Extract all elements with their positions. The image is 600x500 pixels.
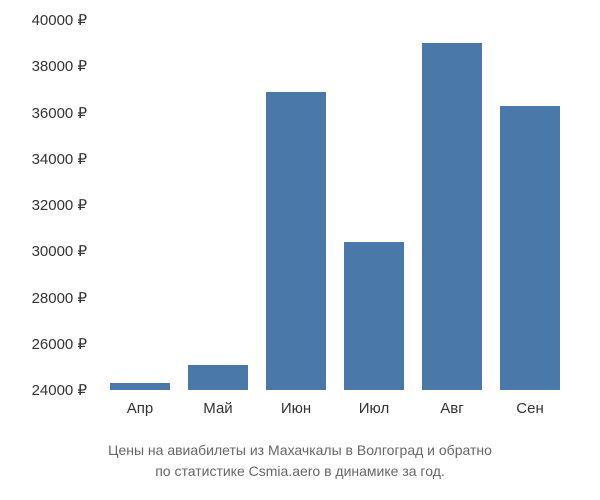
plot-area: [100, 20, 570, 390]
y-axis: 24000 ₽26000 ₽28000 ₽30000 ₽32000 ₽34000…: [0, 20, 95, 390]
y-tick-label: 26000 ₽: [32, 335, 87, 353]
y-tick-label: 32000 ₽: [32, 196, 87, 214]
bar: [266, 92, 326, 390]
x-axis: Апр Май Июн Июл Авг Сен: [100, 400, 570, 425]
caption-line2: по статистике Csmia.aero в динамике за г…: [155, 463, 445, 479]
chart-container: 24000 ₽ 26000 ₽ 28000 ₽ 30000 ₽ 32000 ₽ 34000…: [0, 0, 600, 500]
caption-line1: Цены на авиабилеты из Махачкалы в Волгог…: [108, 442, 492, 458]
bar: [344, 242, 404, 390]
x-tick-label: Апр: [127, 400, 153, 417]
y-tick-label: 24000 ₽: [32, 381, 87, 399]
x-tick-label: Сен: [516, 400, 543, 417]
y-tick-label: 34000 ₽: [32, 150, 87, 168]
y-tick-label: 30000 ₽: [32, 242, 87, 260]
bar: [110, 383, 170, 390]
y-tick-label: 36000 ₽: [32, 104, 87, 122]
x-tick-label: Июл: [359, 400, 389, 417]
bar: [422, 43, 482, 390]
y-tick-label: 38000 ₽: [32, 57, 87, 75]
x-tick-label: Май: [203, 400, 232, 417]
x-tick-label: Авг: [440, 400, 463, 417]
x-tick-label: Июн: [281, 400, 311, 417]
y-tick-label: 40000 ₽: [32, 11, 87, 29]
y-tick-label: 28000 ₽: [32, 289, 87, 307]
chart-caption: Цены на авиабилеты из Махачкалы в Волгог…: [0, 440, 600, 482]
bar: [500, 106, 560, 390]
bar: [188, 365, 248, 390]
